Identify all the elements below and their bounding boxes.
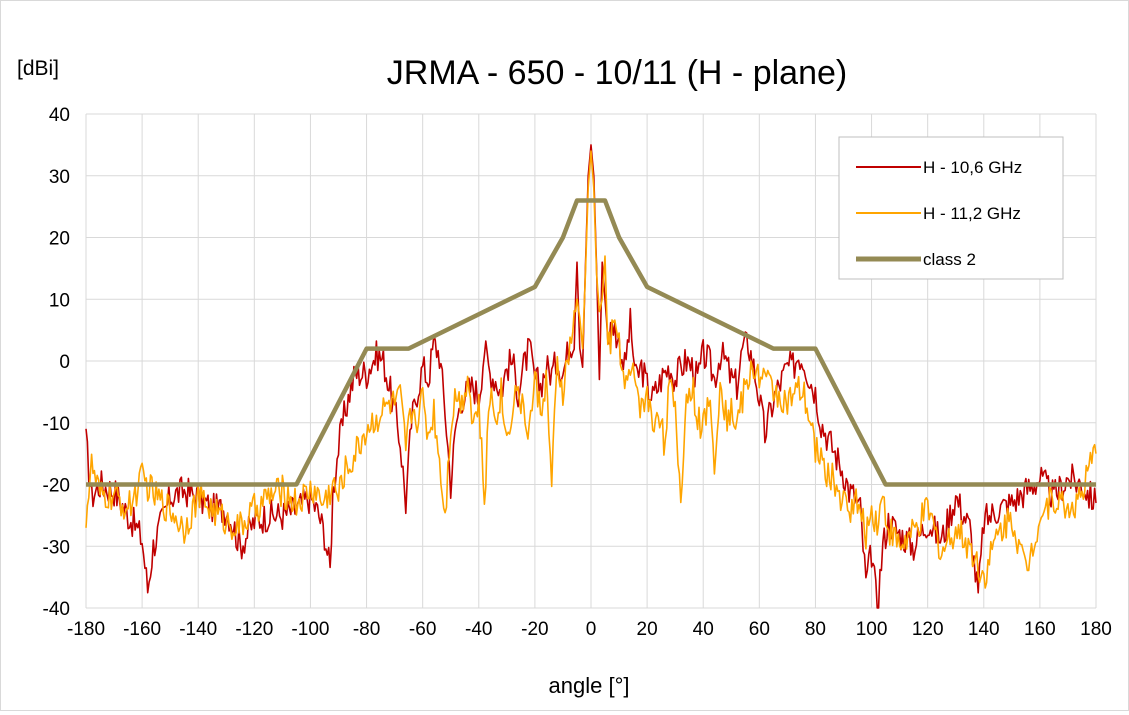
tick-labels: -180 -160 -140 -120 -100 -80 -60 -40 -20 0 20 40 60 8…: [43, 105, 1112, 640]
legend-label-h-11-2: H - 11,2 GHz: [923, 204, 1021, 223]
x-tick-label: -60: [409, 619, 436, 640]
x-tick-label: 60: [749, 619, 770, 640]
x-tick-label: -20: [521, 619, 548, 640]
y-tick-label: -10: [43, 414, 70, 435]
x-tick-label: 100: [856, 619, 888, 640]
x-tick-label: 0: [586, 619, 597, 640]
x-tick-label: 140: [968, 619, 1000, 640]
x-tick-label: -100: [291, 619, 329, 640]
y-tick-label: 20: [49, 229, 70, 250]
y-tick-label: 40: [49, 105, 70, 126]
x-tick-label: -80: [353, 619, 380, 640]
y-tick-label: 30: [49, 167, 70, 188]
legend-label-class-2: class 2: [923, 250, 976, 269]
y-tick-label: 0: [59, 352, 70, 373]
series-lines: [85, 144, 1097, 609]
y-tick-label: 10: [49, 290, 70, 311]
chart-title: JRMA - 650 - 10/11 (H - plane): [387, 54, 847, 92]
x-tick-label: -160: [123, 619, 161, 640]
legend-item-class-2: class 2: [856, 250, 976, 269]
series-line-0: [85, 144, 1097, 609]
legend: H - 10,6 GHz H - 11,2 GHz class 2: [838, 136, 1064, 280]
series-line-1: [85, 150, 1097, 589]
x-tick-label: 40: [693, 619, 714, 640]
x-tick-label: 80: [805, 619, 826, 640]
series-line-2: [86, 198, 1096, 487]
legend-item-h-10-6: H - 10,6 GHz: [856, 158, 1022, 177]
x-tick-label: -140: [179, 619, 217, 640]
x-tick-label: 120: [912, 619, 944, 640]
y-tick-label: -30: [43, 537, 70, 558]
y-tick-label: -20: [43, 476, 70, 497]
x-axis-title: angle [°]: [549, 673, 630, 698]
y-tick-label: -40: [43, 599, 70, 620]
y-axis-unit-label: [dBi]: [17, 57, 59, 80]
x-tick-label: 180: [1080, 619, 1112, 640]
x-tick-label: 160: [1024, 619, 1056, 640]
x-tick-label: -180: [67, 619, 105, 640]
legend-item-h-11-2: H - 11,2 GHz: [856, 204, 1021, 223]
legend-label-h-10-6: H - 10,6 GHz: [923, 158, 1022, 177]
x-tick-label: -40: [465, 619, 492, 640]
x-tick-label: 20: [637, 619, 658, 640]
legend-box: [838, 136, 1064, 280]
x-tick-label: -120: [235, 619, 273, 640]
